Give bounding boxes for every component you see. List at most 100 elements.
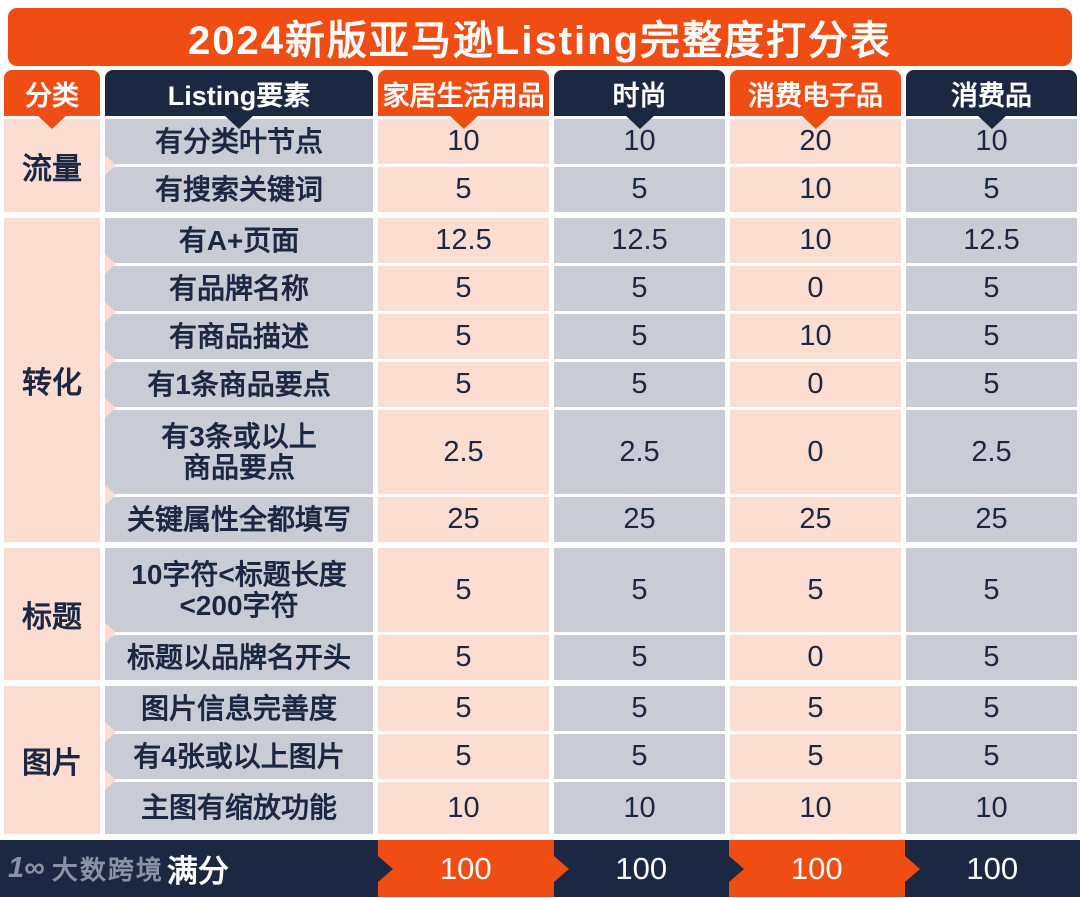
max-score-cell-home-living: 100 <box>378 840 554 897</box>
score-cell: 10 <box>378 119 549 164</box>
score-cell: 5 <box>554 167 725 212</box>
score-cell: 5 <box>906 635 1077 680</box>
header-category-label: 分类 <box>25 80 79 111</box>
score-cell: 5 <box>906 686 1077 731</box>
category-group-title: 标题 10字符<标题长度 <200字符 标题以品牌名开头 5 5 5 5 5 0… <box>4 548 1077 680</box>
score-column-consumer-electronics: 20 10 <box>730 119 901 212</box>
pointer-down-icon <box>624 115 655 129</box>
pointer-down-icon <box>976 115 1007 129</box>
header-col-consumer-electronics: 消费电子品 <box>730 70 901 129</box>
max-score-label: 满分 <box>166 854 229 889</box>
score-cell: 25 <box>378 497 549 542</box>
pointer-down-icon <box>800 115 831 129</box>
score-cell: 2.5 <box>554 410 725 494</box>
header-col-fashion: 时尚 <box>554 70 725 129</box>
element-column: 有A+页面 有品牌名称 有商品描述 有1条商品要点 有3条或以上 商品要点 关键… <box>105 218 373 542</box>
score-cell: 5 <box>554 686 725 731</box>
score-cell: 10 <box>906 782 1077 834</box>
score-cell: 0 <box>730 635 901 680</box>
score-cell: 10 <box>730 218 901 263</box>
score-cell: 5 <box>378 686 549 731</box>
score-cell: 25 <box>906 497 1077 542</box>
score-column-home-living: 12.5 5 5 5 2.5 25 <box>378 218 549 542</box>
category-label: 转化 <box>4 218 100 542</box>
score-cell: 5 <box>378 266 549 311</box>
page-title: 2024新版亚马逊Listing完整度打分表 <box>8 8 1072 66</box>
score-cell: 2.5 <box>906 410 1077 494</box>
score-cell: 5 <box>554 362 725 407</box>
score-table: 分类 Listing要素 家居生活用品 时尚 消费电子品 消费品 <box>0 70 1080 834</box>
score-cell: 5 <box>906 167 1077 212</box>
score-column-fashion: 5 5 <box>554 548 725 680</box>
score-column-consumer-goods: 12.5 5 5 5 2.5 25 <box>906 218 1077 542</box>
score-cell: 5 <box>378 362 549 407</box>
score-cell: 5 <box>906 314 1077 359</box>
score-column-home-living: 5 5 <box>378 548 549 680</box>
score-column-consumer-electronics: 5 5 10 <box>730 686 901 834</box>
score-column-consumer-electronics: 10 0 10 0 0 25 <box>730 218 901 542</box>
category-label: 图片 <box>4 686 100 834</box>
element-label: 有4张或以上图片 <box>105 722 373 779</box>
element-label: 有品牌名称 <box>105 254 373 311</box>
score-column-home-living: 5 5 10 <box>378 686 549 834</box>
score-cell: 10 <box>730 314 901 359</box>
header-element-label: Listing要素 <box>167 80 311 111</box>
header-col-label: 消费电子品 <box>748 80 883 111</box>
score-cell: 0 <box>730 266 901 311</box>
element-column: 图片信息完善度 有4张或以上图片 主图有缩放功能 <box>105 686 373 834</box>
element-label: 有A+页面 <box>105 218 373 263</box>
header-col-home-living: 家居生活用品 <box>378 70 549 129</box>
score-cell: 5 <box>378 548 549 632</box>
score-column-fashion: 5 5 10 <box>554 686 725 834</box>
score-column-consumer-goods: 5 5 10 <box>906 686 1077 834</box>
header-col-label: 消费品 <box>951 80 1032 111</box>
score-cell: 5 <box>554 266 725 311</box>
score-cell: 12.5 <box>378 218 549 263</box>
max-score-row: 1∞ 大数跨境 满分 100 100 100 100 <box>0 840 1080 897</box>
score-cell: 5 <box>730 548 901 632</box>
score-cell: 0 <box>730 410 901 494</box>
header-col-consumer-goods: 消费品 <box>906 70 1077 129</box>
element-column: 10字符<标题长度 <200字符 标题以品牌名开头 <box>105 548 373 680</box>
element-label: 标题以品牌名开头 <box>105 623 373 680</box>
score-cell: 5 <box>554 635 725 680</box>
score-cell: 0 <box>730 362 901 407</box>
score-cell: 5 <box>378 734 549 779</box>
element-label: 主图有缩放功能 <box>105 770 373 834</box>
max-score-cell-fashion: 100 <box>553 840 729 897</box>
element-label: 有搜索关键词 <box>105 155 373 212</box>
score-cell: 5 <box>730 734 901 779</box>
score-cell: 5 <box>906 548 1077 632</box>
score-cell: 10 <box>730 782 901 834</box>
score-cell: 10 <box>554 782 725 834</box>
score-cell: 12.5 <box>554 218 725 263</box>
score-column-consumer-electronics: 5 0 <box>730 548 901 680</box>
score-cell: 5 <box>730 686 901 731</box>
header-col-label: 时尚 <box>612 80 667 111</box>
score-cell: 25 <box>554 497 725 542</box>
element-label: 有3条或以上 商品要点 <box>105 398 373 494</box>
score-column-consumer-goods: 5 5 <box>906 548 1077 680</box>
score-column-fashion: 10 5 <box>554 119 725 212</box>
score-cell: 5 <box>906 362 1077 407</box>
pointer-down-icon <box>224 115 254 129</box>
score-cell: 10 <box>378 782 549 834</box>
brand-logo-icon: 1∞ <box>8 852 45 884</box>
element-column: 有分类叶节点 有搜索关键词 <box>105 119 373 212</box>
score-cell: 5 <box>554 734 725 779</box>
element-label: 有商品描述 <box>105 302 373 359</box>
pointer-down-icon <box>448 115 479 129</box>
score-cell: 5 <box>378 167 549 212</box>
category-group-traffic: 流量 有分类叶节点 有搜索关键词 10 5 10 5 20 10 10 5 <box>4 119 1077 212</box>
score-column-fashion: 12.5 5 5 5 2.5 25 <box>554 218 725 542</box>
score-cell: 5 <box>378 314 549 359</box>
score-cell: 5 <box>906 266 1077 311</box>
max-score-bar: 1∞ 大数跨境 满分 <box>0 840 378 897</box>
category-label: 标题 <box>4 548 100 680</box>
score-column-consumer-goods: 10 5 <box>906 119 1077 212</box>
table-header: 分类 Listing要素 家居生活用品 时尚 消费电子品 消费品 <box>4 70 1077 129</box>
brand-logo-text: 大数跨境 <box>51 855 164 885</box>
element-label: 图片信息完善度 <box>105 686 373 731</box>
score-cell: 25 <box>730 497 901 542</box>
